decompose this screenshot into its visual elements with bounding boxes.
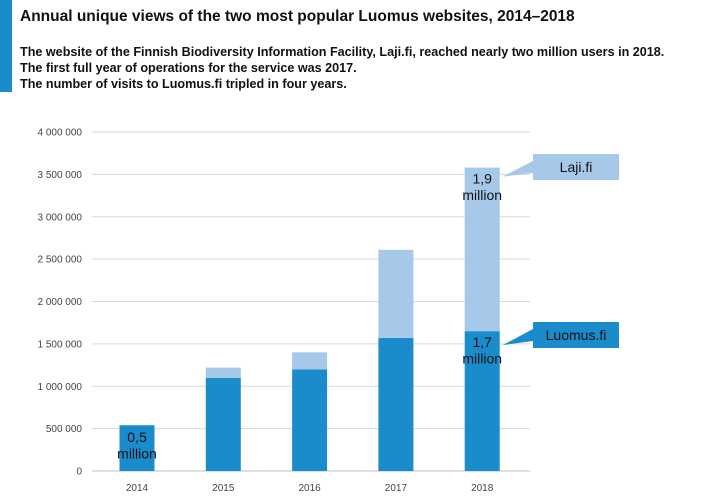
accent-bar: [0, 0, 12, 92]
y-tick-label: 0: [76, 467, 82, 478]
bar-annotation: 0,5: [127, 429, 147, 445]
bar-annotation: 1,9: [472, 171, 492, 187]
bar-annotation: 1,7: [472, 334, 492, 350]
bar-laji-fi-2015: [205, 367, 241, 378]
legend-label: Laji.fi: [560, 159, 593, 175]
bar-luomus-fi-2016: [292, 369, 328, 471]
legend-pointer: [502, 161, 533, 177]
subtitle-line: The number of visits to Luomus.fi triple…: [20, 77, 347, 91]
bar-laji-fi-2016: [292, 352, 328, 370]
x-tick-label: 2014: [126, 483, 149, 494]
legend-pointer: [502, 329, 533, 346]
subtitle-line: The first full year of operations for th…: [20, 61, 357, 75]
chart-subtitle: The website of the Finnish Biodiversity …: [20, 44, 664, 92]
x-tick-label: 2017: [385, 483, 408, 494]
y-tick-label: 3 500 000: [38, 170, 83, 181]
bar-luomus-fi-2015: [205, 377, 241, 471]
bar-annotation: million: [462, 351, 502, 367]
y-tick-label: 2 000 000: [38, 297, 83, 308]
bar-luomus-fi-2018: [464, 331, 500, 471]
bar-luomus-fi-2014: [119, 425, 155, 471]
x-tick-label: 2015: [212, 483, 235, 494]
y-tick-label: 2 500 000: [38, 255, 83, 266]
legend-box-laji-fi: [533, 154, 619, 180]
legend-box-luomus-fi: [533, 322, 619, 348]
bar-laji-fi-2017: [378, 249, 414, 338]
x-tick-label: 2016: [298, 483, 321, 494]
chart-title: Annual unique views of the two most popu…: [20, 8, 575, 25]
bar-annotation: million: [462, 187, 502, 203]
bar-luomus-fi-2017: [378, 337, 414, 471]
y-tick-label: 4 000 000: [38, 128, 83, 139]
x-tick-label: 2018: [471, 483, 494, 494]
bar-laji-fi-2018: [464, 167, 500, 332]
y-tick-label: 1 500 000: [38, 339, 83, 350]
y-tick-label: 3 000 000: [38, 212, 83, 223]
bar-annotation: million: [117, 446, 157, 462]
y-tick-label: 500 000: [46, 424, 83, 435]
legend-label: Luomus.fi: [546, 327, 607, 343]
subtitle-line: The website of the Finnish Biodiversity …: [20, 45, 665, 59]
y-tick-label: 1 000 000: [38, 382, 83, 393]
